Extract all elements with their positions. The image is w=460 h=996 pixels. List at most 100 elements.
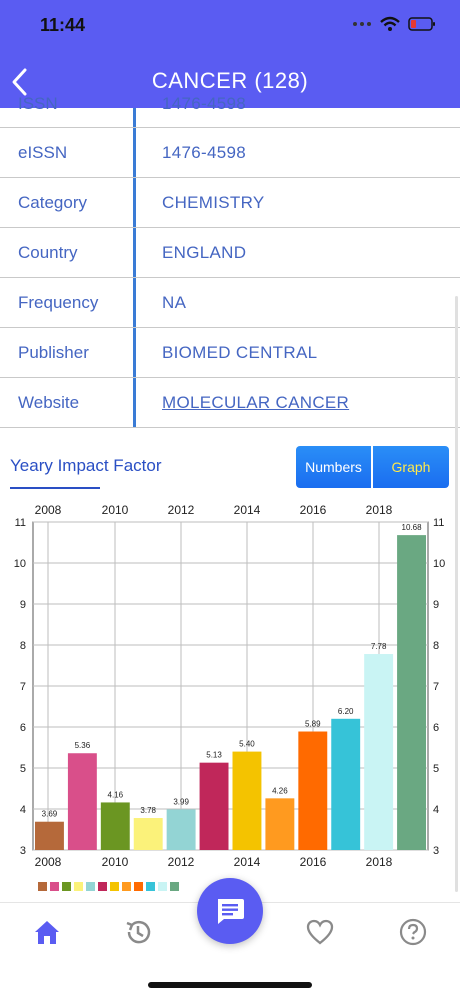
bar xyxy=(133,818,163,850)
journal-info-table: ISSN 1476-4598 eISSN 1476-4598 Category … xyxy=(0,94,460,428)
help-icon[interactable] xyxy=(398,917,428,947)
status-icons xyxy=(352,16,436,32)
legend-swatch xyxy=(146,882,155,891)
chart-legend xyxy=(38,882,179,891)
bar xyxy=(397,535,426,850)
row-country: Country ENGLAND xyxy=(0,228,460,278)
row-label: Publisher xyxy=(18,343,89,362)
bar-value-label: 4.26 xyxy=(272,786,288,795)
row-website: Website MOLECULAR CANCER xyxy=(0,378,460,428)
bar xyxy=(265,798,295,850)
bar xyxy=(199,762,229,850)
y-tick-label-right: 7 xyxy=(433,681,439,693)
bar xyxy=(35,821,64,850)
legend-swatch xyxy=(74,882,83,891)
x-tick-label-top: 2010 xyxy=(102,503,129,517)
bar-value-label: 5.36 xyxy=(75,741,91,750)
row-label: ISSN xyxy=(18,94,58,113)
y-tick-label-right: 3 xyxy=(433,845,439,857)
row-value: BIOMED CENTRAL xyxy=(162,343,318,362)
legend-swatch xyxy=(134,882,143,891)
bar xyxy=(298,731,328,850)
y-tick-label-left: 9 xyxy=(20,599,26,611)
app-header: 11:44 CANCER (128) xyxy=(0,0,460,108)
y-tick-label-right: 6 xyxy=(433,722,439,734)
row-value: CHEMISTRY xyxy=(162,193,265,212)
y-tick-label-left: 11 xyxy=(15,517,26,529)
wifi-icon xyxy=(380,16,400,31)
row-label: Frequency xyxy=(18,293,99,312)
bar xyxy=(67,753,97,850)
bar xyxy=(232,751,262,850)
x-tick-label-bottom: 2018 xyxy=(366,855,393,869)
signal-dots-icon xyxy=(353,22,371,26)
home-indicator xyxy=(148,982,312,988)
y-tick-label-right: 10 xyxy=(433,558,445,570)
row-label: Website xyxy=(18,393,80,412)
x-tick-label-bottom: 2010 xyxy=(102,855,129,869)
row-label: Category xyxy=(18,193,87,212)
x-tick-label-bottom: 2016 xyxy=(300,855,327,869)
status-time: 11:44 xyxy=(40,15,86,35)
x-tick-label-top: 2012 xyxy=(168,503,195,517)
back-arrow-icon[interactable] xyxy=(8,64,32,100)
row-frequency: Frequency NA xyxy=(0,278,460,328)
bar-value-label: 3.99 xyxy=(173,797,189,806)
y-tick-label-left: 8 xyxy=(20,640,26,652)
row-label: eISSN xyxy=(18,143,68,162)
legend-swatch xyxy=(62,882,71,891)
row-divider xyxy=(133,178,136,227)
x-tick-label-bottom: 2014 xyxy=(234,855,261,869)
row-eissn: eISSN 1476-4598 xyxy=(0,128,460,178)
legend-swatch xyxy=(110,882,119,891)
y-tick-label-left: 4 xyxy=(20,804,26,816)
y-tick-label-right: 5 xyxy=(433,763,439,775)
bar xyxy=(364,654,394,850)
row-value: 1476-4598 xyxy=(162,143,246,162)
x-tick-label-bottom: 2008 xyxy=(35,855,62,869)
impact-factor-title: Yeary Impact Factor xyxy=(10,456,162,475)
bar-value-label: 3.69 xyxy=(42,810,58,819)
row-divider xyxy=(133,278,136,327)
bar-value-label: 4.16 xyxy=(108,790,124,799)
bar-value-label: 5.13 xyxy=(206,751,222,760)
battery-icon xyxy=(408,17,435,31)
heart-icon[interactable] xyxy=(305,917,335,947)
legend-swatch xyxy=(170,882,179,891)
row-divider xyxy=(133,328,136,377)
bar-value-label: 7.78 xyxy=(371,642,387,651)
home-icon[interactable] xyxy=(32,917,62,947)
y-tick-label-right: 8 xyxy=(433,640,439,652)
history-icon[interactable] xyxy=(123,917,153,947)
x-tick-label-top: 2018 xyxy=(366,503,393,517)
legend-swatch xyxy=(50,882,59,891)
legend-swatch xyxy=(98,882,107,891)
x-tick-label-top: 2014 xyxy=(234,503,261,517)
bar-value-label: 3.78 xyxy=(140,806,156,815)
legend-swatch xyxy=(86,882,95,891)
y-tick-label-left: 7 xyxy=(20,681,26,693)
bar-value-label: 6.20 xyxy=(338,707,354,716)
y-tick-label-right: 11 xyxy=(433,517,444,529)
row-label: Country xyxy=(18,243,78,262)
bar-value-label: 10.68 xyxy=(402,523,423,532)
row-value: 1476-4598 xyxy=(162,94,246,113)
y-tick-label-right: 4 xyxy=(433,804,439,816)
row-divider xyxy=(133,228,136,277)
legend-swatch xyxy=(122,882,131,891)
y-tick-label-left: 5 xyxy=(20,763,26,775)
graph-button[interactable]: Graph xyxy=(373,446,449,488)
scrollbar[interactable] xyxy=(455,296,458,892)
website-link[interactable]: MOLECULAR CANCER xyxy=(162,393,350,412)
row-divider xyxy=(133,128,136,177)
numbers-button[interactable]: Numbers xyxy=(296,446,371,488)
row-divider xyxy=(133,378,136,427)
chat-fab-button[interactable] xyxy=(197,878,263,944)
legend-swatch xyxy=(158,882,167,891)
row-category: Category CHEMISTRY xyxy=(0,178,460,228)
y-tick-label-left: 3 xyxy=(20,845,26,857)
legend-swatch xyxy=(38,882,47,891)
y-tick-label-right: 9 xyxy=(433,599,439,611)
x-tick-label-top: 2016 xyxy=(300,503,327,517)
row-issn: ISSN 1476-4598 xyxy=(0,94,460,128)
